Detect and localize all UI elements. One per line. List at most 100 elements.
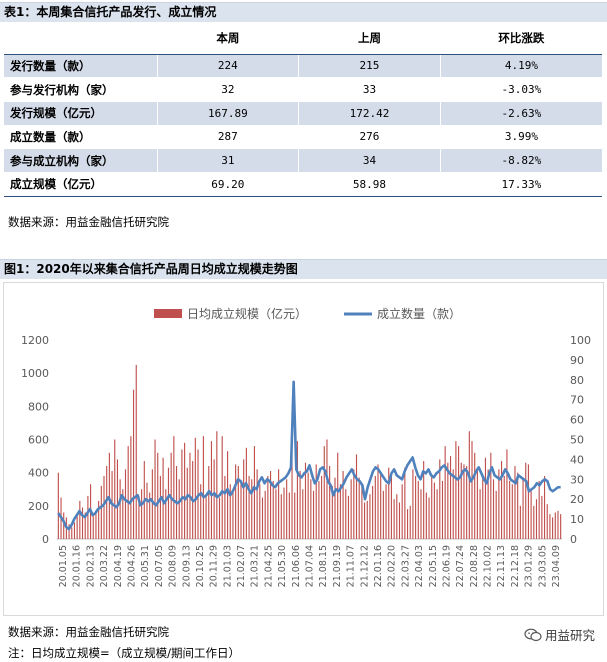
bar bbox=[503, 475, 505, 539]
x-tick-label: 23.01.29 bbox=[524, 545, 535, 587]
legend-bar-label: 日均成立规模（亿元） bbox=[187, 306, 307, 321]
bar bbox=[256, 469, 258, 539]
bar bbox=[224, 475, 226, 539]
bar bbox=[339, 484, 341, 539]
cell-this-week: 31 bbox=[157, 148, 300, 173]
bar bbox=[92, 514, 94, 540]
bar bbox=[76, 515, 78, 539]
x-tick-label: 22.08.28 bbox=[469, 545, 480, 587]
bar bbox=[401, 484, 403, 539]
figure-source-note: 数据来源：用益金融信托研究院 bbox=[8, 625, 169, 639]
bar bbox=[272, 480, 274, 539]
cell-change: -8.82% bbox=[440, 148, 602, 173]
bar bbox=[288, 492, 290, 539]
y-left-tick-label: 1000 bbox=[21, 367, 49, 380]
bar bbox=[312, 490, 315, 539]
x-tick-label: 20.01.05 bbox=[58, 545, 69, 587]
x-tick-label: 21.01.03 bbox=[222, 545, 233, 587]
cell-change: -2.63% bbox=[440, 101, 602, 126]
bar bbox=[132, 389, 135, 539]
bar bbox=[525, 462, 527, 539]
x-tick-label: 21.12.12 bbox=[359, 545, 370, 587]
bar bbox=[73, 522, 76, 539]
bar bbox=[364, 502, 366, 539]
bar bbox=[527, 464, 529, 540]
bar bbox=[366, 500, 368, 539]
header-last-week: 上周 bbox=[298, 22, 441, 55]
bar bbox=[549, 514, 551, 540]
bar bbox=[149, 492, 151, 539]
bar bbox=[326, 439, 328, 539]
bar bbox=[181, 449, 183, 539]
cell-last-week: 33 bbox=[298, 77, 441, 102]
table-row: 参与成立机构（家） 31 34 -8.82% bbox=[4, 148, 602, 173]
bar bbox=[382, 490, 384, 539]
bar bbox=[229, 484, 231, 539]
bar bbox=[487, 469, 489, 539]
bar bbox=[468, 431, 470, 539]
bar bbox=[388, 467, 390, 539]
watermark-text: 用益研究 bbox=[544, 628, 595, 643]
bar bbox=[452, 469, 454, 539]
bar bbox=[425, 492, 427, 539]
bar bbox=[71, 527, 73, 539]
bar bbox=[310, 479, 312, 539]
bar bbox=[361, 484, 363, 539]
bar bbox=[380, 472, 382, 539]
bar bbox=[165, 489, 167, 539]
bar bbox=[484, 457, 487, 539]
bar bbox=[81, 507, 84, 539]
bar bbox=[436, 489, 438, 539]
bar bbox=[202, 436, 204, 539]
bar bbox=[444, 446, 446, 539]
bar bbox=[471, 441, 473, 539]
table-row: 成立规模（亿元） 69.20 58.98 17.33% bbox=[4, 172, 602, 197]
x-tick-label: 21.02.07 bbox=[236, 545, 247, 587]
y-right-tick-label: 0 bbox=[570, 533, 577, 546]
cell-this-week: 167.89 bbox=[157, 101, 300, 126]
bar bbox=[522, 479, 524, 539]
bar bbox=[552, 517, 554, 539]
bar bbox=[374, 475, 376, 539]
x-tick-label: 21.04.25 bbox=[263, 545, 274, 587]
bar bbox=[251, 479, 253, 539]
x-tick-label: 20.09.13 bbox=[181, 545, 192, 587]
cell-change: -3.03% bbox=[440, 77, 602, 102]
bar bbox=[127, 446, 129, 539]
count-line bbox=[57, 380, 561, 531]
x-tick-label: 22.05.15 bbox=[428, 545, 439, 587]
bar bbox=[124, 469, 127, 539]
bar bbox=[264, 490, 266, 539]
x-tick-label: 21.05.30 bbox=[277, 545, 288, 587]
bar bbox=[130, 436, 132, 539]
bar bbox=[159, 475, 161, 539]
bar bbox=[385, 484, 387, 539]
x-tick-label: 21.03.21 bbox=[250, 545, 261, 587]
x-tick-label: 20.01.16 bbox=[72, 545, 83, 587]
bar bbox=[342, 471, 344, 539]
bar bbox=[517, 472, 519, 539]
bar bbox=[441, 480, 444, 539]
bar bbox=[167, 467, 170, 539]
bar bbox=[210, 441, 213, 539]
bar bbox=[519, 505, 521, 539]
bar bbox=[541, 495, 543, 539]
bar bbox=[259, 484, 261, 539]
bar bbox=[283, 487, 285, 539]
bar bbox=[307, 472, 309, 539]
chart-frame: 日均成立规模（亿元） 成立数量（款） 0 200 400 600 800 1000 1200 0 1… bbox=[3, 282, 604, 616]
bar bbox=[377, 464, 379, 540]
cell-last-week: 215 bbox=[298, 54, 441, 79]
bar bbox=[404, 467, 406, 539]
bar bbox=[184, 442, 186, 539]
bar bbox=[514, 466, 516, 539]
bar bbox=[455, 441, 457, 539]
x-tick-label: 20.04.19 bbox=[113, 545, 124, 587]
x-tick-label: 22.12.18 bbox=[510, 545, 521, 587]
header-this-week: 本周 bbox=[157, 22, 300, 55]
y-left-tick-label: 1200 bbox=[21, 334, 49, 347]
bar bbox=[108, 452, 110, 539]
bar bbox=[302, 489, 304, 539]
issuance-table: 本周 上周 环比涨跌 发行数量（款） 224 215 4.19% 参与发行机构（… bbox=[4, 22, 602, 197]
legend-bar-swatch bbox=[154, 309, 182, 318]
